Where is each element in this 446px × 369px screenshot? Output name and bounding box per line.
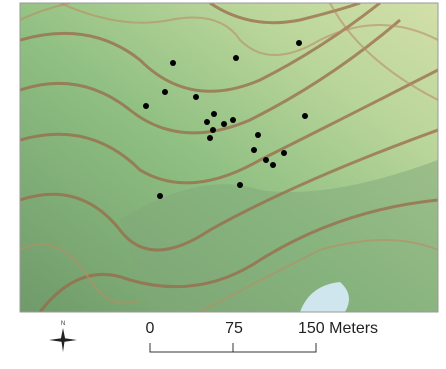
scale-label: 150 Meters (298, 320, 378, 337)
point (237, 182, 243, 188)
point (255, 132, 261, 138)
point (207, 135, 213, 141)
scale-label: 0 (146, 320, 155, 337)
water (300, 282, 349, 312)
point (251, 147, 257, 153)
map-frame (19, 2, 439, 313)
scale-bar: 0 75 150 Meters (146, 320, 378, 353)
scale-label: 75 (225, 320, 243, 337)
point (230, 117, 236, 123)
point (162, 89, 168, 95)
point (263, 157, 269, 163)
north-label: N (61, 321, 65, 327)
scale-line (149, 343, 317, 353)
point (233, 55, 239, 61)
contours (20, 3, 438, 312)
point (302, 113, 308, 119)
point (143, 103, 149, 109)
point (270, 162, 276, 168)
arrow-ew (49, 338, 77, 342)
valley (120, 160, 438, 312)
north-arrow: N (49, 321, 77, 352)
map-area (20, 3, 438, 312)
point (211, 111, 217, 117)
point (210, 127, 216, 133)
sample-points (143, 40, 308, 199)
point (221, 121, 227, 127)
point (204, 119, 210, 125)
point (296, 40, 302, 46)
point (193, 94, 199, 100)
point (157, 193, 163, 199)
point (170, 60, 176, 66)
point (281, 150, 287, 156)
